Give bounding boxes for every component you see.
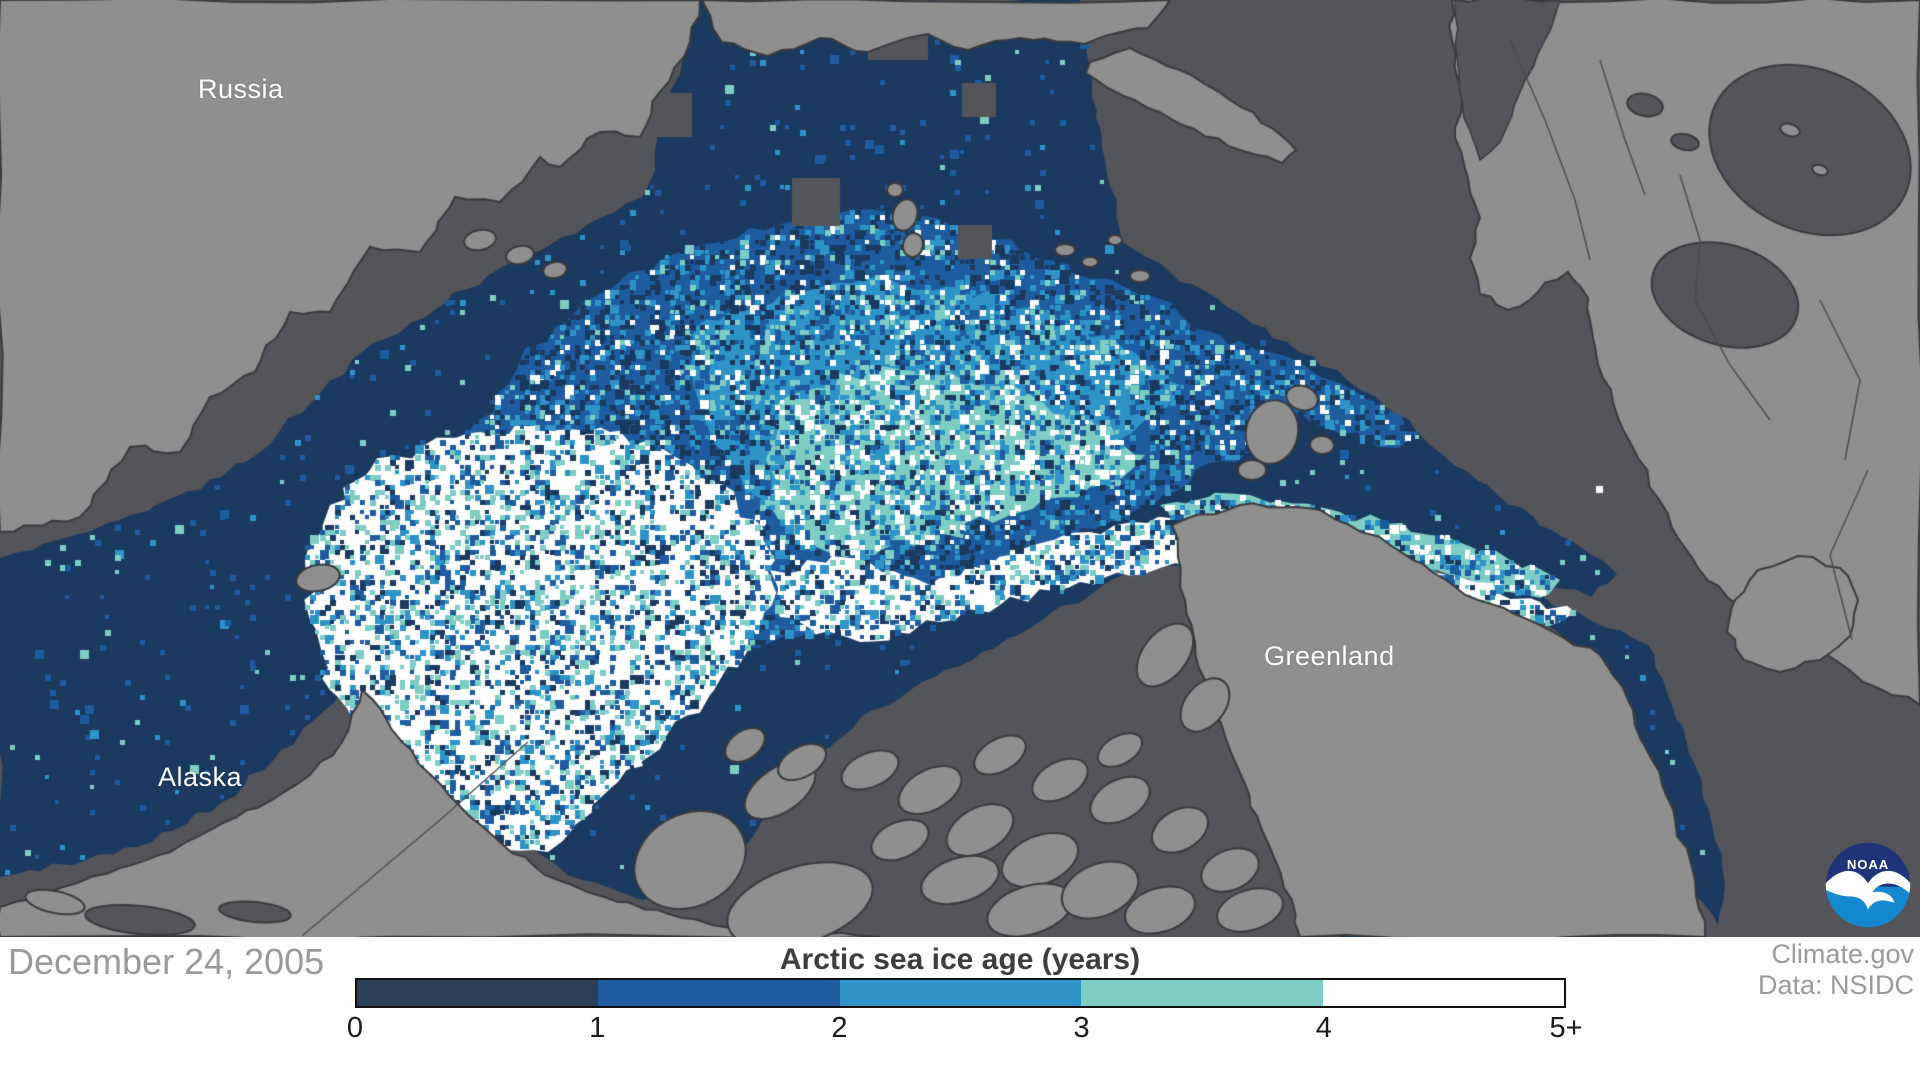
noaa-logo: NOAA: [1825, 842, 1911, 928]
date-label: December 24, 2005: [8, 941, 325, 982]
legend-tick-label-1: 1: [589, 1012, 606, 1044]
noaa-logo-text: NOAA: [1847, 857, 1889, 872]
arctic-map-canvas: [0, 0, 1920, 937]
credit-data-nsidc: Data: NSIDC: [1757, 970, 1914, 1000]
legend-segment-age-2: [839, 980, 1082, 1006]
credit-climate-gov: Climate.gov: [1771, 939, 1914, 969]
noaa-seagull-icon: [1825, 870, 1911, 910]
footer-bar: December 24, 2005 Arctic sea ice age (ye…: [0, 937, 1920, 1080]
legend-segment-age-4: [1322, 980, 1565, 1006]
arctic-map: Russia Alaska Greenland NOAA: [0, 0, 1920, 937]
credits: Climate.gov Data: NSIDC: [1758, 939, 1914, 1001]
map-label-greenland: Greenland: [1264, 641, 1395, 671]
legend-title: Arctic sea ice age (years): [779, 943, 1141, 976]
map-label-russia: Russia: [198, 74, 284, 104]
legend-tick-label-2: 2: [831, 1012, 848, 1044]
map-label-alaska: Alaska: [158, 762, 243, 792]
legend-segment-age-0: [357, 980, 599, 1006]
legend-tick-label-4: 4: [1315, 1012, 1332, 1044]
legend-color-bar: [355, 978, 1566, 1008]
legend-tick-label-0: 0: [346, 1012, 364, 1044]
legend-segment-age-1: [598, 980, 840, 1006]
legend-tick-label-3: 3: [1073, 1012, 1090, 1044]
legend-tick-label-5+: 5+: [1549, 1012, 1583, 1044]
legend-segment-age-3: [1081, 980, 1323, 1006]
